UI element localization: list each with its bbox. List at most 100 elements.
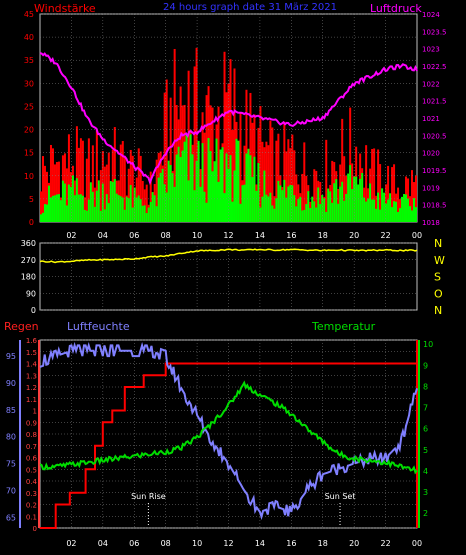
wind-gust-bar [141, 180, 144, 222]
wind-avg-bar [61, 180, 64, 222]
wind-gust-bar [81, 140, 84, 222]
wind-avg-bar [41, 212, 44, 222]
wind-gust-bar [365, 145, 368, 222]
wind-avg-bar [401, 196, 404, 222]
wind-avg-bar [297, 199, 300, 222]
wind-avg-bar [79, 194, 82, 222]
hour-tick-label: 20 [349, 231, 359, 240]
wind-gust-bar [283, 121, 286, 222]
wind-avg-bar [353, 176, 356, 222]
wind-tick-label: 45 [24, 10, 34, 19]
wind-avg-bar [337, 203, 340, 222]
humidity-tick-label: 90 [6, 379, 16, 388]
wind-avg-bar [99, 210, 102, 222]
wind-avg-bar [217, 181, 220, 222]
hour-tick-label-bottom: 08 [161, 539, 171, 548]
rain-tick-label: 1 [33, 408, 37, 416]
wind-avg-bar [259, 207, 262, 222]
wind-avg-bar [119, 196, 122, 222]
wind-gust-bar [341, 118, 344, 222]
wind-avg-bar [415, 207, 418, 222]
wind-avg-bar [253, 156, 256, 222]
wind-avg-bar [257, 163, 260, 222]
rain-tick-label: 0.6 [26, 455, 38, 463]
wind-avg-bar [133, 187, 136, 222]
wind-gust-bar [79, 138, 82, 222]
wind-avg-bar [75, 178, 78, 222]
wind-tick-label: 5 [29, 195, 34, 204]
wind-bars-layer [40, 47, 418, 223]
wind-avg-bar [333, 183, 336, 222]
temperature-line [39, 380, 418, 475]
wind-avg-bar [383, 192, 386, 222]
hour-tick-label-bottom: 00 [412, 539, 422, 548]
wind-avg-bar [307, 191, 310, 222]
wind-gust-bar [239, 112, 242, 222]
direction-tick-label: 360 [21, 239, 36, 248]
wind-avg-bar [93, 206, 96, 222]
rain-tick-label: 0.5 [26, 466, 37, 474]
wind-avg-bar [55, 194, 58, 222]
wind-gust-bar [85, 158, 88, 222]
rain-tick-label: 1.6 [26, 337, 38, 345]
wind-avg-bar [95, 190, 98, 222]
wind-gust-bar [149, 171, 152, 222]
wind-tick-label: 10 [24, 172, 34, 181]
compass-label: N [434, 237, 442, 250]
humidity-tick-label: 75 [6, 460, 16, 469]
rain-tick-label: 0.3 [26, 490, 37, 498]
wind-avg-bar [305, 204, 308, 222]
wind-gust-bar [83, 197, 86, 222]
wind-avg-bar [53, 195, 56, 222]
wind-avg-bar [377, 192, 380, 222]
wind-gust-bar [99, 170, 102, 222]
wind-avg-bar [135, 197, 138, 222]
wind-gust-bar [261, 141, 264, 222]
wind-avg-bar [375, 208, 378, 222]
wind-avg-bar [211, 171, 214, 222]
pressure-axis-title: Luftdruck [370, 2, 422, 15]
wind-avg-bar [149, 201, 152, 222]
pressure-tick-label: 1018.5 [422, 202, 447, 210]
wind-gust-bar [95, 130, 98, 222]
wind-avg-bar [349, 165, 352, 222]
wind-avg-bar [323, 198, 326, 222]
wind-gust-bar [55, 162, 58, 222]
wind-avg-bar [357, 184, 360, 222]
wind-avg-bar [371, 199, 374, 222]
wind-avg-bar [225, 153, 228, 222]
hour-tick-label: 12 [223, 231, 233, 240]
wind-avg-bar [45, 204, 48, 222]
wind-gust-bar [43, 165, 46, 222]
wind-avg-bar [311, 196, 314, 222]
wind-avg-bar [373, 199, 376, 222]
wind-gust-bar [137, 148, 140, 222]
wind-avg-bar [125, 196, 128, 222]
wind-gust-bar [139, 155, 142, 222]
wind-avg-bar [165, 192, 168, 222]
wind-avg-bar [261, 196, 264, 222]
wind-avg-bar [219, 149, 222, 222]
wind-avg-bar [295, 206, 298, 222]
wind-gust-bar [259, 106, 262, 222]
wind-avg-bar [397, 211, 400, 222]
wind-gust-bar [193, 66, 196, 222]
wind-direction-line [39, 248, 418, 264]
wind-gust-bar [285, 151, 288, 222]
wind-avg-bar [279, 185, 282, 222]
wind-avg-bar [267, 196, 270, 222]
wind-avg-bar [355, 176, 358, 222]
wind-avg-bar [187, 180, 190, 222]
wind-avg-bar [339, 186, 342, 222]
wind-avg-bar [413, 198, 416, 222]
wind-gust-bar [123, 157, 126, 222]
wind-avg-bar [159, 172, 162, 222]
direction-tick-label: 90 [26, 289, 36, 298]
wind-avg-bar [43, 204, 46, 222]
pressure-tick-label: 1021.5 [422, 98, 447, 106]
hour-tick-label-bottom: 22 [380, 539, 390, 548]
wind-gust-bar [243, 145, 246, 222]
wind-avg-bar [213, 161, 216, 222]
wind-avg-bar [195, 160, 198, 222]
wind-avg-bar [343, 200, 346, 222]
